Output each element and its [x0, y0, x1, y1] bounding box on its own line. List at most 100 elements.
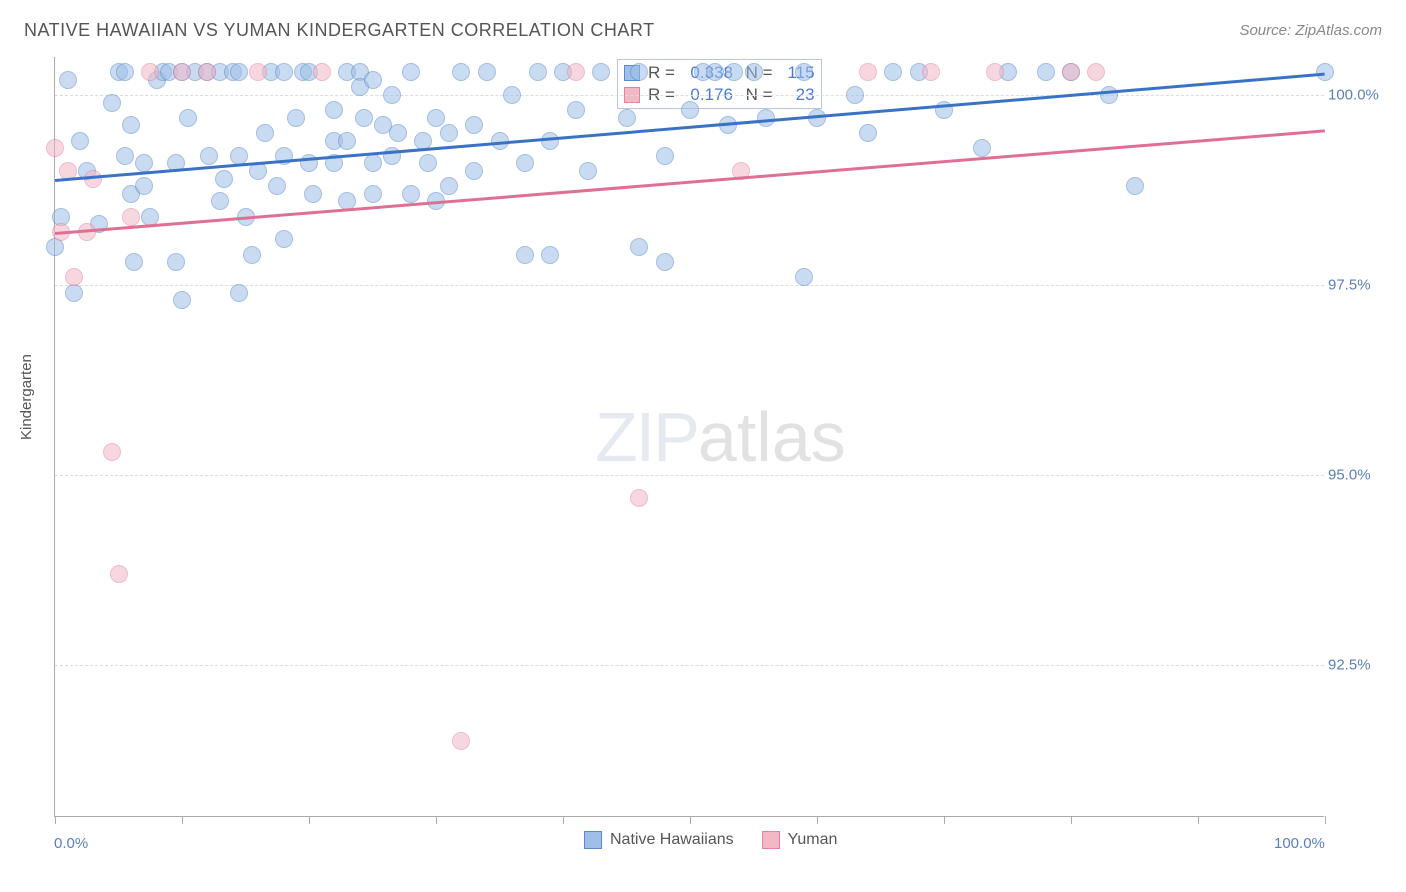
x-tick: [182, 816, 183, 824]
gridline: [55, 475, 1324, 476]
x-tick: [1325, 816, 1326, 824]
data-point: [465, 116, 483, 134]
data-point: [757, 109, 775, 127]
x-tick: [309, 816, 310, 824]
data-point: [579, 162, 597, 180]
data-point: [795, 268, 813, 286]
data-point: [986, 63, 1004, 81]
x-max-label: 100.0%: [1274, 835, 1325, 852]
data-point: [268, 177, 286, 195]
data-point: [243, 246, 261, 264]
data-point: [516, 246, 534, 264]
x-tick: [563, 816, 564, 824]
data-point: [125, 253, 143, 271]
watermark: ZIPatlas: [595, 397, 846, 477]
data-point: [1062, 63, 1080, 81]
chart-title: NATIVE HAWAIIAN VS YUMAN KINDERGARTEN CO…: [24, 20, 655, 41]
data-point: [922, 63, 940, 81]
r-label: R =: [648, 62, 675, 84]
data-point: [211, 192, 229, 210]
legend-label: Native Hawaiians: [610, 831, 734, 849]
data-point: [383, 86, 401, 104]
data-point: [198, 63, 216, 81]
x-tick: [817, 816, 818, 824]
data-point: [364, 71, 382, 89]
data-point: [452, 732, 470, 750]
data-point: [46, 139, 64, 157]
data-point: [325, 101, 343, 119]
data-point: [65, 268, 83, 286]
data-point: [541, 132, 559, 150]
data-point: [630, 238, 648, 256]
x-tick: [690, 816, 691, 824]
y-tick-label: 95.0%: [1328, 467, 1388, 484]
data-point: [173, 63, 191, 81]
data-point: [745, 63, 763, 81]
data-point: [59, 71, 77, 89]
data-point: [116, 63, 134, 81]
scatter-plot: ZIPatlas R =0.338 N =115R =0.176 N =23 9…: [54, 57, 1324, 817]
data-point: [427, 109, 445, 127]
data-point: [452, 63, 470, 81]
legend-swatch: [762, 831, 780, 849]
legend-swatch: [584, 831, 602, 849]
data-point: [389, 124, 407, 142]
data-point: [1100, 86, 1118, 104]
data-point: [884, 63, 902, 81]
data-point: [304, 185, 322, 203]
data-point: [103, 94, 121, 112]
data-point: [419, 154, 437, 172]
data-point: [364, 185, 382, 203]
data-point: [465, 162, 483, 180]
data-point: [567, 101, 585, 119]
data-point: [249, 63, 267, 81]
data-point: [795, 63, 813, 81]
x-min-label: 0.0%: [54, 835, 88, 852]
data-point: [122, 208, 140, 226]
watermark-atlas: atlas: [698, 398, 846, 476]
y-axis-label: Kindergarten: [18, 354, 35, 440]
data-point: [135, 154, 153, 172]
source-credit: Source: ZipAtlas.com: [1239, 22, 1382, 39]
data-point: [275, 63, 293, 81]
data-point: [656, 253, 674, 271]
data-point: [256, 124, 274, 142]
data-point: [859, 124, 877, 142]
data-point: [135, 177, 153, 195]
data-point: [440, 177, 458, 195]
data-point: [973, 139, 991, 157]
data-point: [1037, 63, 1055, 81]
data-point: [1126, 177, 1144, 195]
data-point: [656, 147, 674, 165]
x-tick: [55, 816, 56, 824]
data-point: [567, 63, 585, 81]
gridline: [55, 665, 1324, 666]
x-tick: [1071, 816, 1072, 824]
data-point: [355, 109, 373, 127]
x-tick: [1198, 816, 1199, 824]
y-tick-label: 100.0%: [1328, 87, 1388, 104]
data-point: [402, 63, 420, 81]
data-point: [681, 101, 699, 119]
legend-item: Native Hawaiians: [584, 831, 734, 849]
data-point: [313, 63, 331, 81]
legend-label: Yuman: [788, 831, 838, 849]
data-point: [179, 109, 197, 127]
legend: Native Hawaiians Yuman: [584, 831, 837, 849]
data-point: [1087, 63, 1105, 81]
y-tick-label: 97.5%: [1328, 277, 1388, 294]
data-point: [287, 109, 305, 127]
data-point: [503, 86, 521, 104]
data-point: [215, 170, 233, 188]
legend-item: Yuman: [762, 831, 838, 849]
data-point: [516, 154, 534, 172]
data-point: [529, 63, 547, 81]
data-point: [592, 63, 610, 81]
data-point: [364, 154, 382, 172]
data-point: [110, 565, 128, 583]
data-point: [275, 230, 293, 248]
data-point: [116, 147, 134, 165]
watermark-zip: ZIP: [595, 398, 698, 476]
data-point: [706, 63, 724, 81]
data-point: [200, 147, 218, 165]
